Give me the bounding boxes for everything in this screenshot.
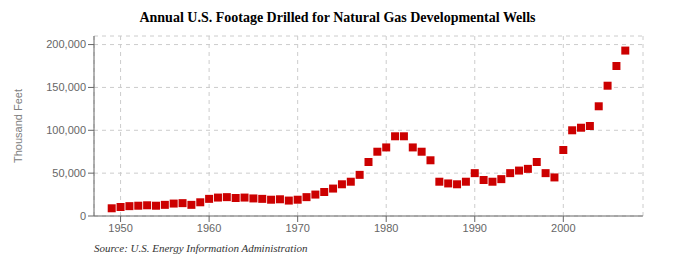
svg-text:100,000: 100,000 [46, 124, 86, 136]
svg-text:2000: 2000 [551, 222, 575, 234]
svg-text:0: 0 [80, 210, 86, 222]
svg-text:200,000: 200,000 [46, 38, 86, 50]
svg-text:1970: 1970 [285, 222, 309, 234]
svg-text:150,000: 150,000 [46, 81, 86, 93]
svg-text:Thousand Feet: Thousand Feet [12, 89, 24, 163]
html-text:Annual U.S. Footage Drilled fo: Annual U.S. Footage Drilled for Natural … [139, 10, 536, 25]
html-text:Source: U.S. Energy Informatio: Source: U.S. Energy Information Administ… [94, 242, 308, 254]
svg-text:1950: 1950 [108, 222, 132, 234]
svg-text:1990: 1990 [463, 222, 487, 234]
svg-text:1960: 1960 [197, 222, 221, 234]
svg-text:1980: 1980 [374, 222, 398, 234]
svg-text:50,000: 50,000 [52, 167, 86, 179]
